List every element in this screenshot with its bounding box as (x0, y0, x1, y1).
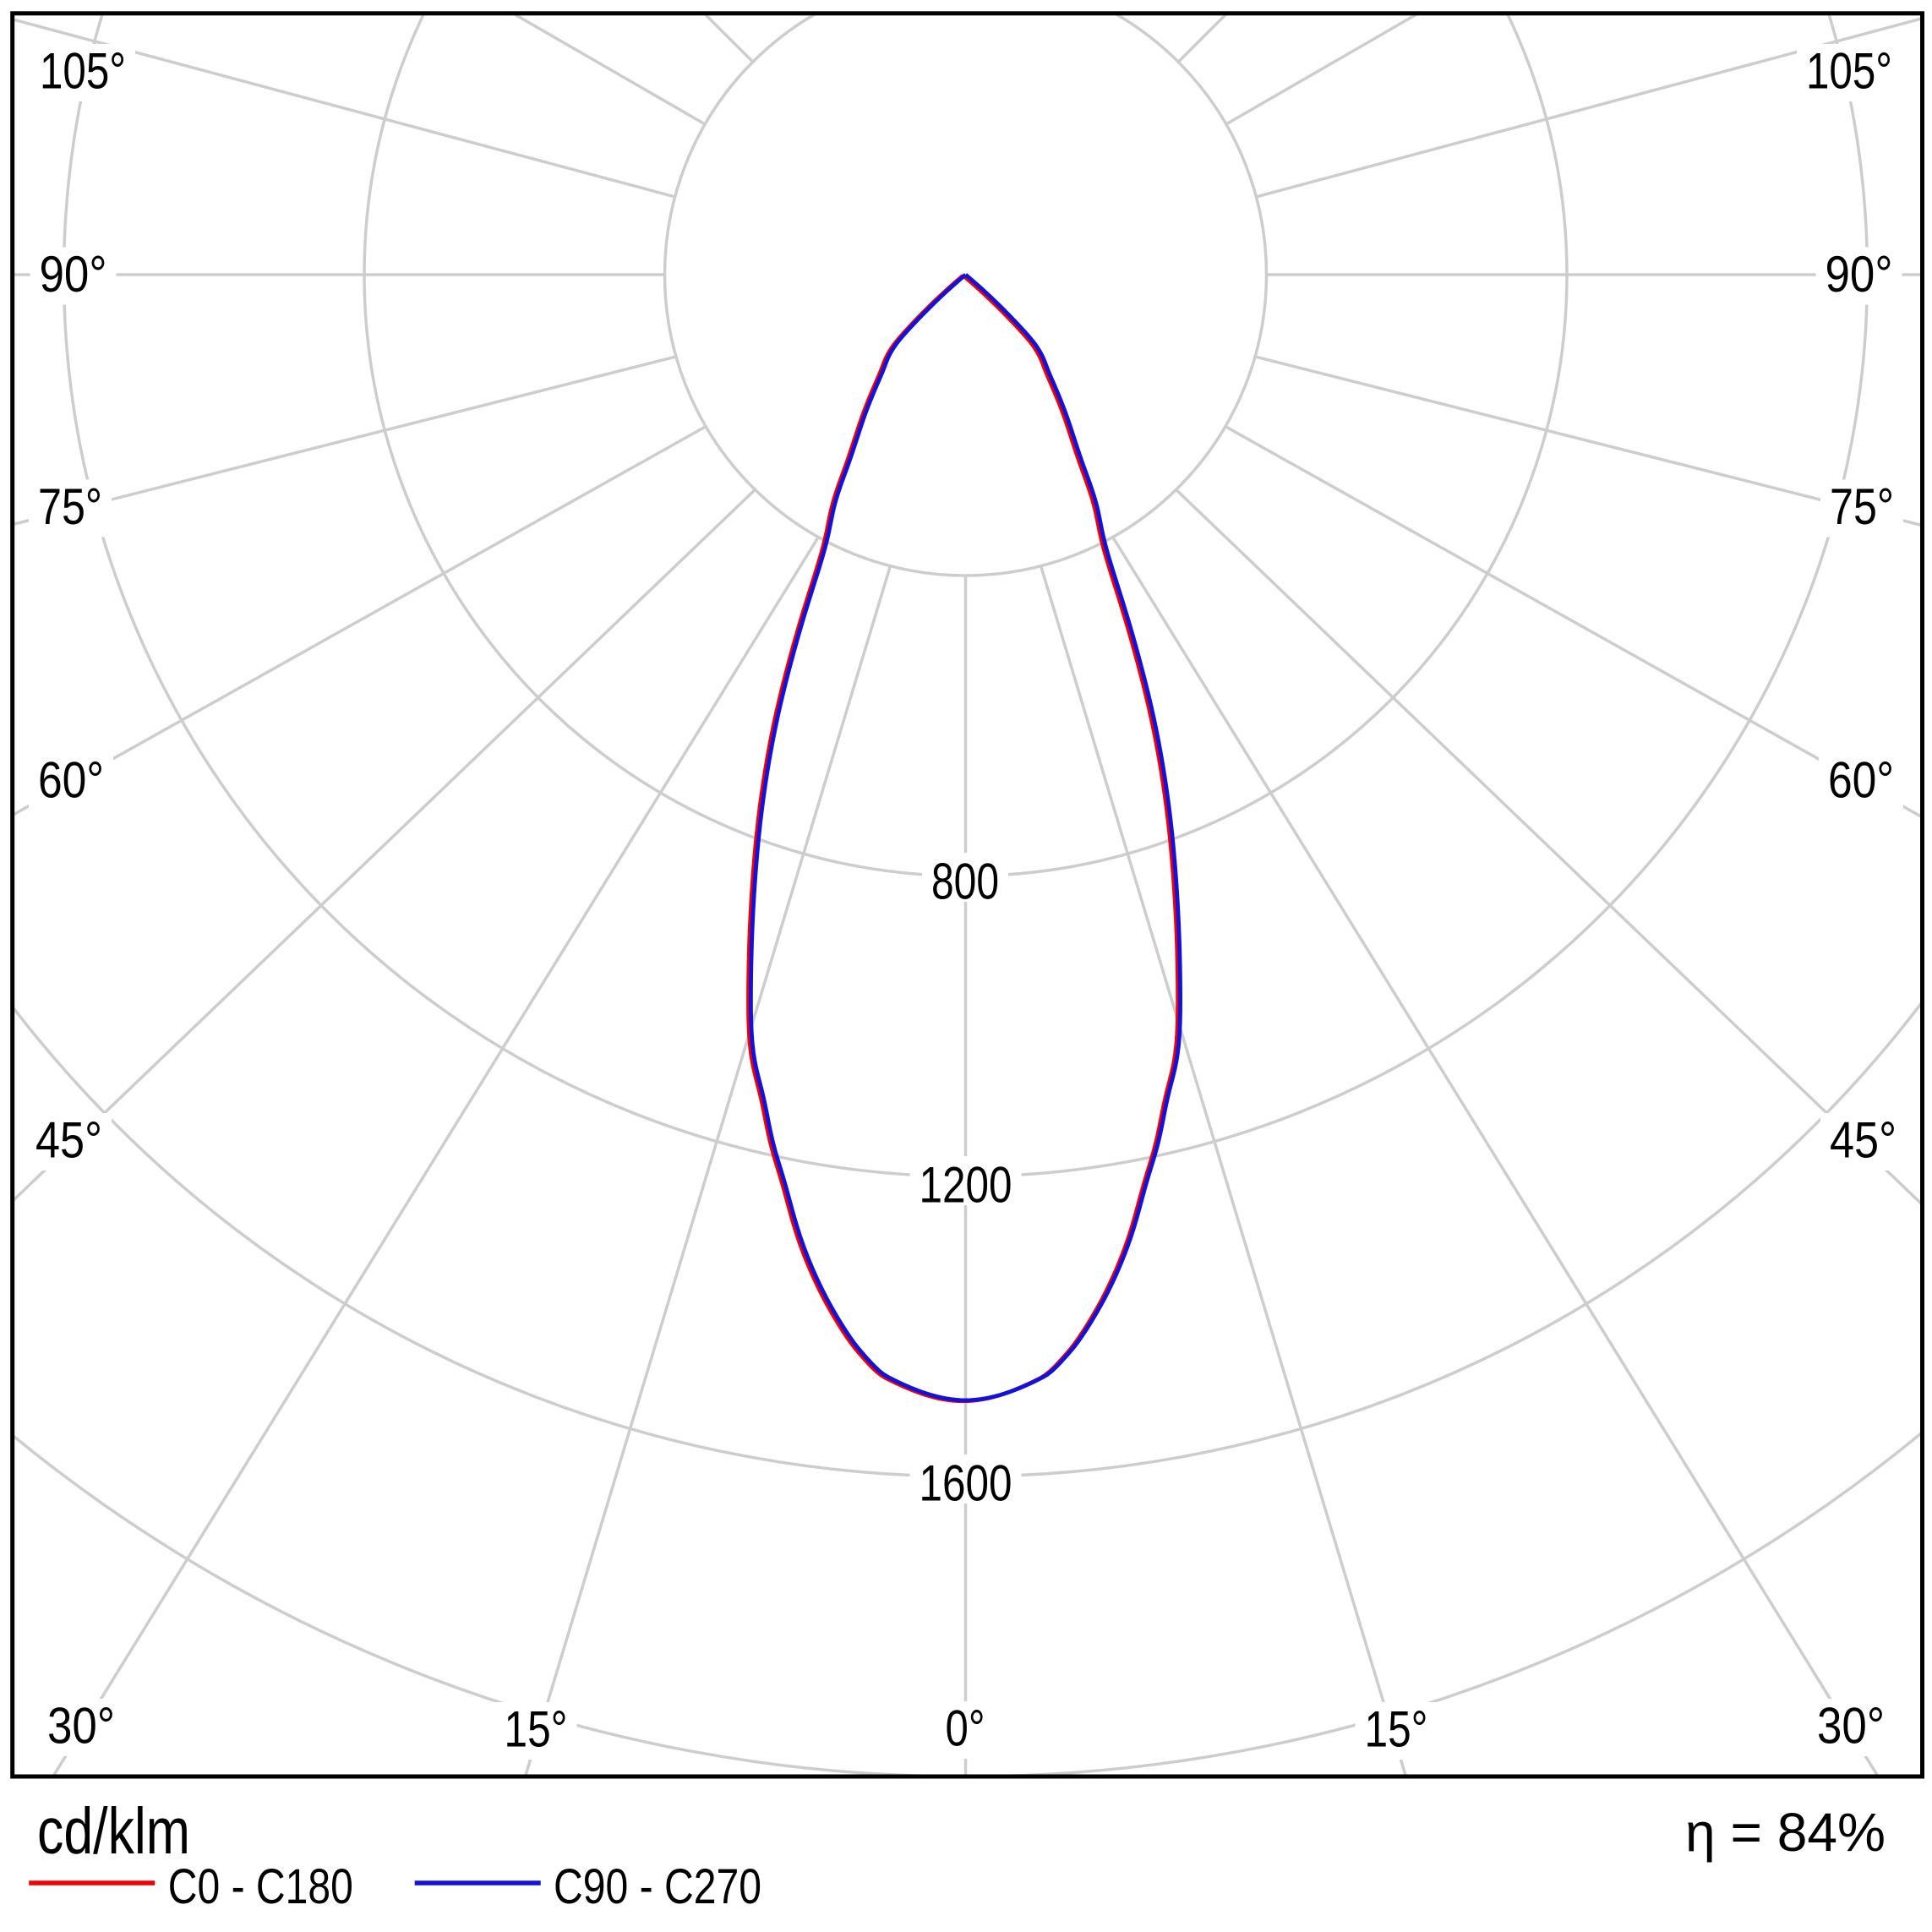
svg-text:cd/klm: cd/klm (37, 1795, 190, 1868)
svg-text:C0 - C180: C0 - C180 (168, 1859, 353, 1914)
svg-text:105°: 105° (40, 43, 126, 100)
svg-text:C90 - C270: C90 - C270 (554, 1859, 761, 1914)
svg-text:75°: 75° (38, 478, 102, 535)
svg-text:800: 800 (931, 854, 999, 910)
svg-text:45°: 45° (35, 1112, 102, 1169)
svg-text:90°: 90° (1826, 246, 1893, 303)
svg-text:30°: 30° (47, 1698, 115, 1755)
svg-text:105°: 105° (1806, 43, 1892, 100)
svg-text:15°: 15° (505, 1701, 568, 1758)
svg-text:1600: 1600 (920, 1455, 1012, 1512)
svg-text:15°: 15° (1365, 1701, 1428, 1758)
svg-text:45°: 45° (1830, 1112, 1897, 1169)
svg-text:η = 84%: η = 84% (1685, 1802, 1886, 1863)
svg-text:60°: 60° (38, 752, 104, 809)
svg-text:1200: 1200 (920, 1157, 1012, 1214)
svg-text:75°: 75° (1830, 478, 1894, 535)
svg-text:60°: 60° (1828, 752, 1894, 809)
svg-text:90°: 90° (40, 246, 107, 303)
svg-text:0°: 0° (946, 1700, 985, 1757)
svg-text:30°: 30° (1817, 1698, 1885, 1755)
